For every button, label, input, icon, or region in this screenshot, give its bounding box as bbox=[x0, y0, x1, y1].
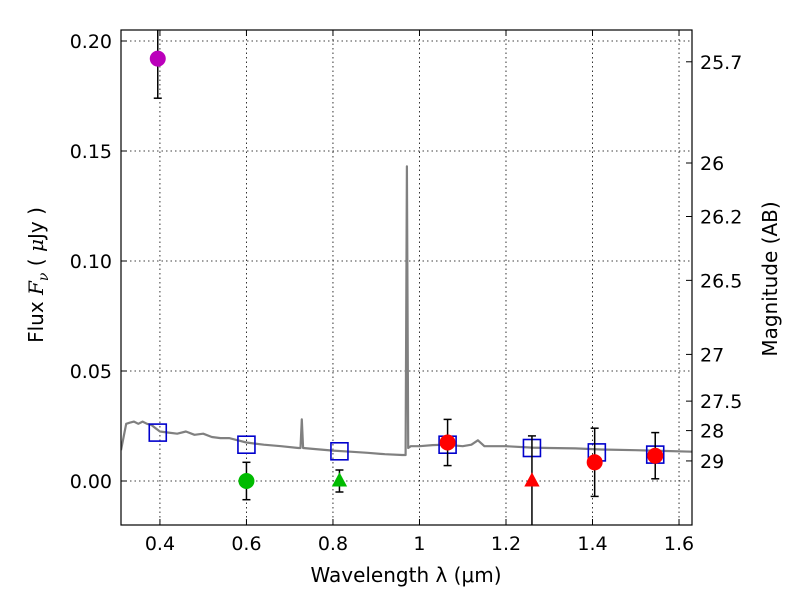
observed-flux-point bbox=[238, 473, 255, 489]
observed-flux-point bbox=[647, 447, 664, 464]
model-photometry-square bbox=[330, 441, 349, 461]
upper-limit-triangle bbox=[524, 472, 540, 487]
gridlines bbox=[121, 30, 692, 525]
observed-flux-point bbox=[149, 50, 166, 67]
mag-tick-label: 27 bbox=[700, 344, 724, 366]
y-tick-label: 0.00 bbox=[70, 471, 112, 493]
ylabel-part-1: Flux bbox=[24, 295, 48, 343]
mag-tick-label: 26 bbox=[700, 153, 724, 175]
y-tick-label: 0.05 bbox=[70, 361, 112, 383]
ylabel-part-4: ( bbox=[24, 252, 48, 273]
x-axis-label: Wavelength λ (μm) bbox=[310, 563, 501, 587]
x-tick-label: 1.4 bbox=[577, 533, 607, 555]
plot-area bbox=[121, 30, 692, 525]
plot-frame bbox=[120, 29, 693, 526]
mag-tick-label: 25.7 bbox=[700, 52, 742, 74]
x-tick-label: 1 bbox=[413, 533, 425, 555]
model-photometry-square bbox=[237, 435, 256, 455]
y-axis-label-right: Magnitude (AB) bbox=[758, 201, 782, 356]
model-photometry-square bbox=[148, 423, 168, 442]
y-tick-label: 0.10 bbox=[70, 251, 112, 273]
y-tick-label: 0.20 bbox=[70, 31, 112, 53]
x-tick-label: 0.4 bbox=[145, 533, 175, 555]
x-tick-label: 0.6 bbox=[231, 533, 261, 555]
ylabel-part-3: ν bbox=[36, 272, 52, 281]
model-spectrum-line bbox=[121, 165, 692, 457]
mag-tick-label: 27.5 bbox=[700, 391, 742, 413]
observed-flux-point bbox=[439, 434, 456, 451]
axes: 0.4 0.6 0.8 1 1.2 1.4 1.6 0.00 0.05 0.10 0.15 0.20 2… bbox=[70, 30, 742, 555]
mag-tick-label: 29 bbox=[700, 451, 724, 473]
x-tick-label: 1.2 bbox=[491, 533, 521, 555]
ylabel-part-6: Jy ) bbox=[24, 207, 48, 241]
y-axis-label-left: Flux Fν ( μJy ) bbox=[24, 207, 52, 343]
mag-tick-label: 26.5 bbox=[700, 270, 742, 292]
mag-tick-label: 26.2 bbox=[700, 207, 742, 229]
y-tick-label: 0.15 bbox=[70, 141, 112, 163]
ylabel-part-5: μ bbox=[24, 239, 48, 252]
upper-limit-triangle bbox=[331, 472, 348, 487]
observed-flux-point bbox=[586, 454, 603, 471]
mag-tick-label: 28 bbox=[700, 421, 724, 443]
ylabel-part-2: F bbox=[24, 280, 48, 296]
x-tick-label: 0.8 bbox=[318, 533, 348, 555]
x-tick-label: 1.6 bbox=[664, 533, 694, 555]
